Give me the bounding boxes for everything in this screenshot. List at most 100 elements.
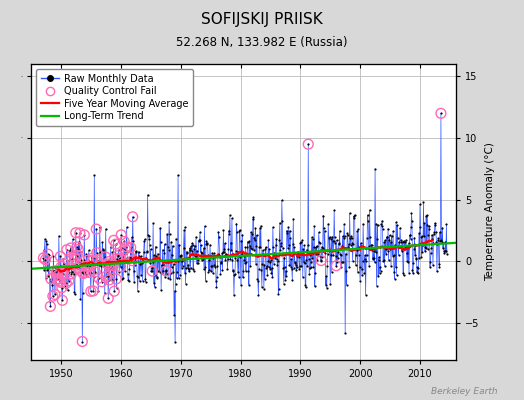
Point — [180, 270, 189, 276]
Point — [156, 225, 165, 231]
Point — [357, 266, 366, 273]
Point — [105, 262, 113, 269]
Point — [298, 251, 306, 257]
Point — [100, 248, 108, 254]
Point — [193, 257, 202, 263]
Point — [90, 172, 99, 178]
Point — [383, 234, 391, 240]
Point — [375, 270, 384, 276]
Point — [165, 219, 173, 226]
Point — [83, 253, 91, 259]
Point — [198, 256, 206, 262]
Point — [58, 284, 66, 291]
Point — [201, 277, 210, 284]
Point — [398, 238, 407, 245]
Point — [117, 245, 126, 252]
Point — [281, 268, 290, 274]
Point — [276, 220, 284, 226]
Point — [330, 207, 339, 213]
Point — [442, 221, 451, 228]
Point — [95, 224, 104, 230]
Point — [324, 235, 333, 242]
Point — [84, 247, 93, 254]
Point — [242, 268, 250, 274]
Point — [339, 258, 347, 265]
Point — [129, 268, 138, 274]
Point — [148, 268, 156, 274]
Point — [74, 239, 83, 245]
Point — [71, 256, 80, 262]
Point — [208, 250, 216, 256]
Point — [277, 242, 286, 249]
Point — [342, 268, 351, 274]
Point — [105, 258, 114, 264]
Point — [350, 215, 358, 222]
Point — [374, 222, 382, 228]
Point — [334, 241, 343, 247]
Point — [76, 296, 84, 302]
Point — [143, 248, 151, 254]
Point — [57, 279, 65, 286]
Point — [325, 234, 334, 240]
Point — [429, 240, 438, 246]
Point — [157, 239, 165, 245]
Point — [203, 241, 212, 247]
Point — [304, 141, 312, 147]
Point — [256, 224, 264, 231]
Point — [39, 255, 48, 261]
Point — [342, 251, 350, 257]
Point — [204, 269, 213, 275]
Point — [99, 246, 107, 252]
Point — [92, 255, 100, 262]
Point — [51, 279, 60, 286]
Point — [422, 245, 431, 251]
Point — [77, 257, 85, 264]
Point — [179, 256, 187, 262]
Point — [263, 263, 271, 270]
Point — [216, 271, 225, 277]
Point — [344, 243, 352, 250]
Point — [83, 263, 92, 269]
Point — [336, 252, 345, 258]
Point — [75, 259, 83, 265]
Point — [354, 269, 362, 276]
Point — [438, 239, 446, 246]
Point — [408, 267, 417, 273]
Point — [54, 276, 62, 282]
Point — [343, 231, 352, 238]
Point — [409, 260, 418, 266]
Point — [155, 257, 163, 263]
Point — [66, 247, 74, 254]
Point — [247, 229, 255, 235]
Point — [392, 219, 400, 226]
Point — [57, 279, 65, 286]
Point — [108, 249, 116, 256]
Point — [84, 259, 92, 266]
Point — [70, 289, 79, 296]
Point — [216, 254, 224, 260]
Point — [132, 248, 140, 254]
Point — [418, 249, 427, 256]
Point — [308, 234, 316, 241]
Point — [94, 275, 103, 281]
Point — [250, 237, 259, 243]
Point — [254, 292, 263, 298]
Point — [187, 243, 195, 250]
Point — [131, 262, 139, 268]
Point — [414, 270, 422, 276]
Point — [291, 260, 300, 266]
Point — [344, 241, 353, 247]
Point — [62, 280, 71, 286]
Point — [135, 253, 144, 259]
Point — [106, 266, 114, 272]
Point — [308, 254, 316, 261]
Point — [437, 237, 445, 244]
Point — [147, 264, 156, 271]
Point — [58, 297, 67, 304]
Point — [169, 261, 178, 267]
Point — [140, 238, 148, 245]
Point — [423, 212, 431, 218]
Point — [78, 268, 86, 275]
Point — [43, 251, 52, 257]
Point — [206, 254, 215, 260]
